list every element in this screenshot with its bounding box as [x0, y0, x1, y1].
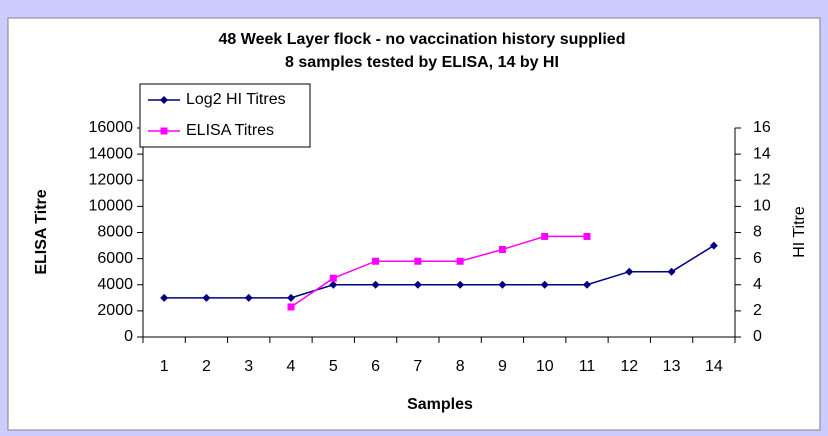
x-tick-label: 8	[456, 358, 465, 375]
y2-axis-label: HI Titre	[791, 206, 808, 258]
data-point	[329, 274, 337, 282]
data-point	[583, 280, 591, 289]
x-tick-label: 1	[160, 358, 169, 375]
legend-marker	[160, 96, 168, 104]
data-point	[583, 232, 591, 240]
x-tick-label: 3	[244, 358, 253, 375]
data-point	[498, 280, 507, 289]
data-point	[541, 232, 549, 240]
y2-tick-label: 0	[753, 328, 762, 345]
y-tick-label: 16000	[89, 119, 134, 136]
x-tick-label: 12	[620, 358, 638, 375]
data-point	[287, 303, 295, 311]
series-line	[290, 235, 587, 308]
data-point	[456, 257, 464, 265]
data-point	[625, 267, 634, 276]
data-point	[329, 280, 338, 289]
y-axis-label: ELISA Titre	[33, 189, 50, 274]
data-point	[498, 245, 506, 253]
data-point	[202, 293, 211, 302]
y2-tick-label: 6	[753, 250, 762, 267]
y-tick-label: 14000	[89, 145, 134, 162]
legend-marker	[160, 127, 168, 135]
data-point	[709, 241, 718, 250]
x-tick-label: 11	[579, 358, 596, 375]
y2-tick-label: 2	[753, 302, 762, 319]
x-tick-label: 7	[413, 358, 422, 375]
data-point	[160, 293, 169, 302]
y2-tick-label: 4	[753, 276, 762, 293]
y-tick-label: 10000	[89, 198, 134, 215]
series-line	[164, 244, 715, 299]
data-point	[413, 280, 422, 289]
x-tick-label: 2	[202, 358, 211, 375]
x-tick-label: 5	[329, 358, 338, 375]
y2-tick-label: 16	[753, 119, 771, 136]
y-tick-label: 4000	[97, 276, 133, 293]
x-tick-label: 10	[536, 358, 554, 375]
y-tick-label: 8000	[97, 224, 133, 241]
x-tick-label: 14	[705, 358, 723, 375]
data-point	[540, 280, 549, 289]
y-tick-label: 12000	[89, 171, 134, 188]
y2-tick-label: 10	[753, 198, 771, 215]
legend-label: Log2 HI Titres	[186, 91, 286, 108]
x-tick-label: 4	[287, 358, 296, 375]
x-tick-label: 9	[498, 358, 507, 375]
chart-subtitle: 8 samples tested by ELISA, 14 by HI	[285, 54, 559, 71]
data-point	[667, 267, 676, 276]
chart-title: 48 Week Layer flock - no vaccination his…	[219, 31, 626, 48]
x-tick-label: 6	[371, 358, 380, 375]
legend-label: ELISA Titres	[186, 122, 274, 139]
y2-tick-label: 8	[753, 224, 762, 241]
data-point	[456, 280, 465, 289]
data-point	[371, 280, 380, 289]
x-axis-label: Samples	[407, 396, 473, 413]
y-tick-label: 2000	[97, 302, 133, 319]
data-point	[414, 257, 422, 265]
y2-tick-label: 12	[753, 171, 771, 188]
y2-tick-label: 14	[753, 145, 771, 162]
data-point	[287, 293, 295, 302]
data-point	[244, 293, 253, 302]
data-point	[372, 257, 380, 265]
y-tick-label: 6000	[97, 250, 133, 267]
x-tick-label: 13	[663, 358, 681, 375]
y-tick-label: 0	[124, 328, 133, 345]
legend	[139, 83, 311, 148]
